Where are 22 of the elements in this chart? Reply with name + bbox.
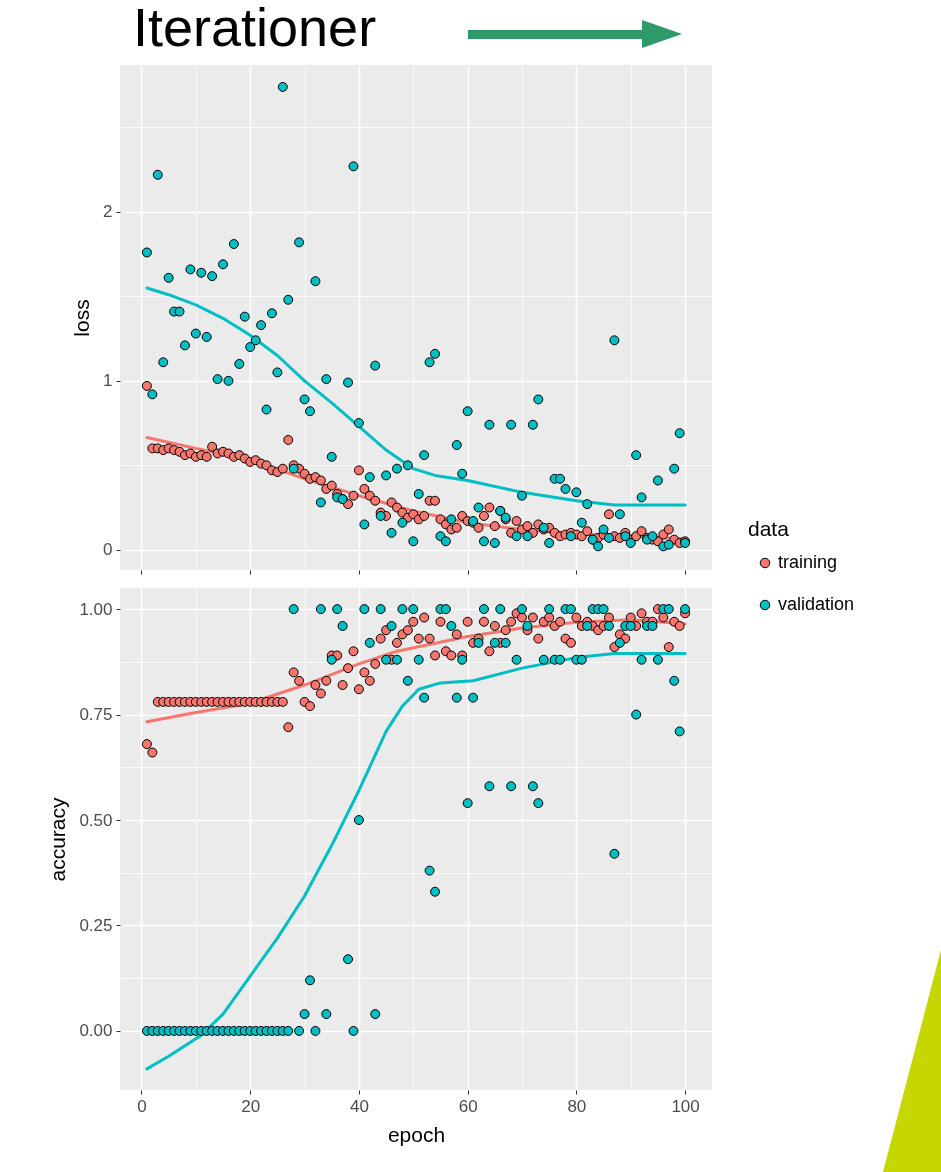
line-series: [145, 286, 687, 507]
y-tick-label: 0.25: [79, 915, 113, 935]
x-tick-label: 20: [241, 1096, 261, 1116]
legend-title: data: [748, 517, 790, 540]
y-tick-label: 1.00: [79, 599, 113, 619]
y-tick-label: 0.00: [79, 1021, 113, 1041]
x-tick-label: 100: [671, 1096, 700, 1116]
legend-label: validation: [778, 594, 855, 614]
legend-label: training: [778, 552, 838, 572]
y-axis-title: accuracy: [46, 796, 70, 882]
x-tick-label: 80: [567, 1096, 587, 1116]
x-tick-label: 0: [137, 1096, 147, 1116]
y-tick-label: 0.75: [79, 705, 113, 725]
y-tick-label: 0.50: [79, 810, 113, 830]
y-tick-label: 1: [103, 371, 113, 391]
y-tick-label: 2: [103, 202, 113, 222]
x-tick-label: 40: [349, 1096, 369, 1116]
chart-title: Iterationer: [133, 0, 377, 58]
x-axis-title: epoch: [387, 1122, 446, 1146]
y-axis-title: loss: [70, 299, 94, 337]
x-tick-label: 60: [458, 1096, 478, 1116]
y-tick-label: 0: [103, 540, 113, 560]
